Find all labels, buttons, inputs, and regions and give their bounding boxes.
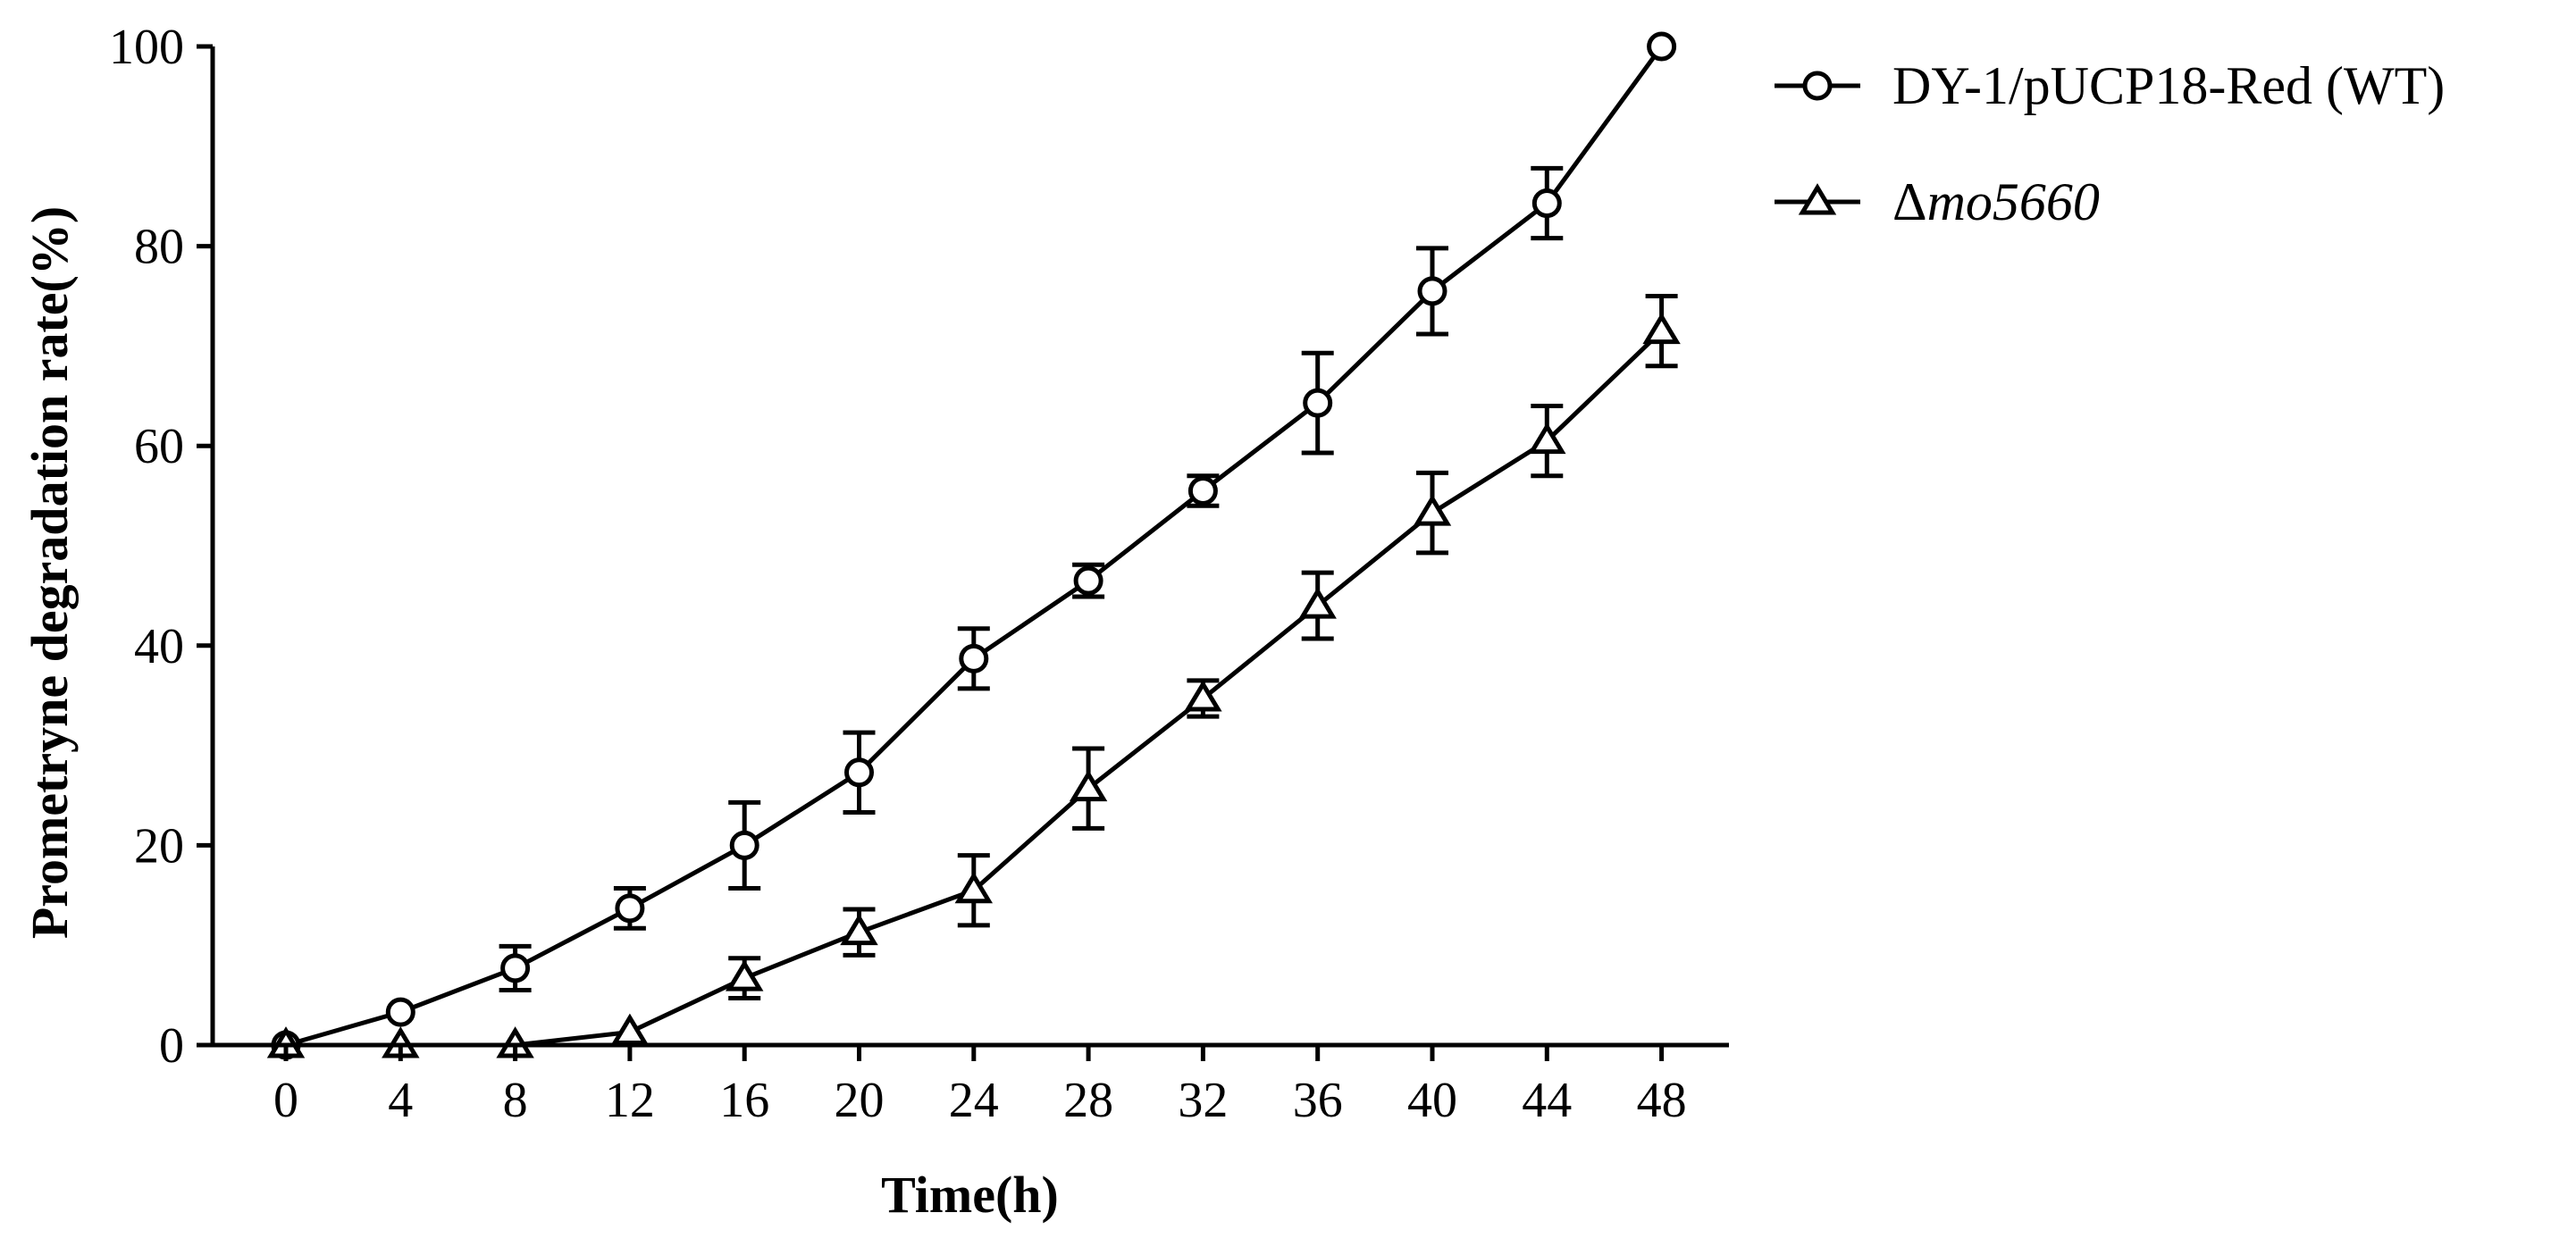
x-tick-label: 20 — [835, 1073, 885, 1128]
y-axis-title: Prometryne degradation rate(%) — [21, 206, 79, 939]
data-point — [1531, 188, 1562, 219]
data-point — [729, 830, 759, 860]
legend: DY-1/pUCP18-Red (WT) Δmo5660 — [1775, 56, 2445, 231]
x-tick-label: 32 — [1178, 1073, 1228, 1128]
data-point — [1187, 476, 1218, 506]
y-tick-label: 100 — [109, 20, 184, 75]
data-point — [1413, 494, 1452, 526]
x-tick-label: 0 — [273, 1073, 298, 1128]
y-tick-label: 80 — [134, 220, 184, 275]
legend-marker — [1798, 183, 1837, 215]
data-point — [954, 871, 994, 904]
y-tick-label: 20 — [134, 818, 184, 874]
data-point — [844, 757, 874, 788]
x-tick-label: 40 — [1407, 1073, 1457, 1128]
y-tick-label: 0 — [159, 1018, 184, 1074]
x-tick-label: 24 — [949, 1073, 999, 1128]
x-tick-label: 48 — [1637, 1073, 1687, 1128]
data-point — [1073, 565, 1103, 596]
data-point — [725, 959, 764, 991]
data-point — [1298, 587, 1337, 619]
y-tick-label: 40 — [134, 619, 184, 674]
data-point — [500, 953, 531, 983]
data-point — [1642, 312, 1681, 345]
legend-label: DY-1/pUCP18-Red (WT) — [1892, 56, 2445, 115]
x-tick-label: 28 — [1063, 1073, 1113, 1128]
legend-label: Δmo5660 — [1892, 172, 2100, 231]
plot-area — [266, 31, 1681, 1060]
x-tick-label: 12 — [605, 1073, 655, 1128]
x-tick-label: 8 — [503, 1073, 528, 1128]
legend-item: DY-1/pUCP18-Red (WT) — [1775, 56, 2445, 115]
x-axis-title: Time(h) — [881, 1166, 1059, 1224]
data-point — [1303, 388, 1333, 418]
x-tick-label: 16 — [719, 1073, 769, 1128]
x-tick-label: 44 — [1522, 1073, 1572, 1128]
data-point — [1647, 31, 1677, 62]
data-point — [610, 1013, 650, 1045]
data-point — [615, 893, 645, 924]
legend-item: Δmo5660 — [1775, 172, 2100, 231]
data-point — [840, 913, 878, 946]
data-point — [1528, 422, 1566, 455]
data-point — [959, 643, 989, 673]
axes: 0 4 8 12 16 20 24 28 32 36 40 44 48020406080100Time(… — [21, 20, 1729, 1224]
legend-marker — [1802, 71, 1833, 101]
data-point — [1069, 769, 1108, 802]
y-tick-label: 60 — [134, 419, 184, 474]
x-tick-label: 36 — [1293, 1073, 1343, 1128]
data-point — [1417, 276, 1447, 306]
series-wt — [271, 31, 1677, 1060]
x-tick-label: 4 — [388, 1073, 413, 1128]
data-point — [385, 997, 415, 1027]
data-point — [1184, 680, 1222, 712]
